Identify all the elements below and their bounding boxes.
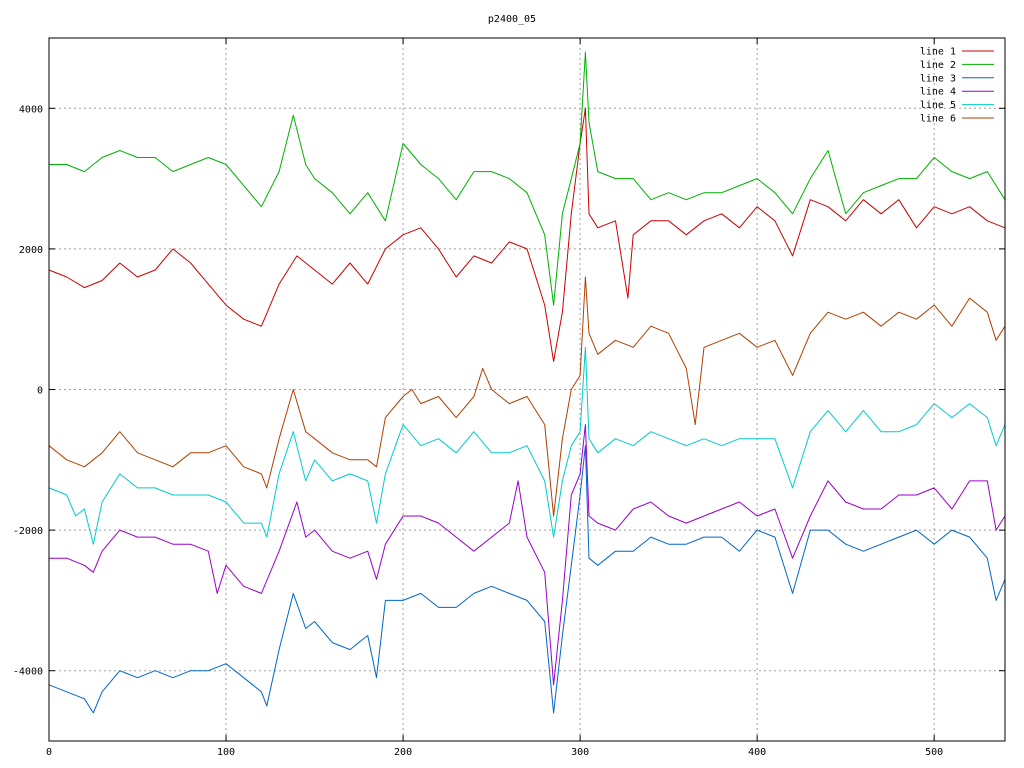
- legend: line 1 line 2 line 3 line 4 line 5 line 6: [920, 47, 994, 125]
- legend-label-5: line 5: [920, 100, 956, 111]
- x-tick-label: 400: [748, 747, 766, 758]
- y-tick-label: -2000: [13, 526, 43, 537]
- y-tick-label: 0: [37, 386, 43, 397]
- series-line-1: [48, 107, 1006, 362]
- y-tick-label: 2000: [19, 245, 43, 256]
- legend-label-6: line 6: [920, 114, 956, 125]
- legend-label-3: line 3: [920, 73, 956, 84]
- x-tick-label: 0: [46, 747, 52, 758]
- x-tick-label: 300: [571, 747, 589, 758]
- grid-lines: [49, 38, 1005, 741]
- series-line-6: [48, 276, 1006, 517]
- legend-label-2: line 2: [920, 60, 956, 71]
- x-tick-label: 200: [394, 747, 412, 758]
- x-tick-label: 100: [217, 747, 235, 758]
- legend-label-1: line 1: [920, 47, 956, 58]
- y-tick-label: -4000: [13, 667, 43, 678]
- series-lines: [48, 51, 1006, 714]
- series-line-3: [48, 445, 1006, 714]
- chart-title: p2400_05: [488, 14, 536, 25]
- series-line-4: [49, 424, 1006, 686]
- series-line-2: [49, 51, 1006, 306]
- axis-ticks: 0 100 200 300 400 500 -4000 -2000 0 2000 4000: [13, 38, 1005, 758]
- series-line-5: [48, 346, 1006, 545]
- legend-label-4: line 4: [920, 87, 956, 98]
- plot-border: [48, 37, 1006, 742]
- y-tick-label: 4000: [19, 104, 43, 115]
- x-tick-label: 500: [925, 747, 943, 758]
